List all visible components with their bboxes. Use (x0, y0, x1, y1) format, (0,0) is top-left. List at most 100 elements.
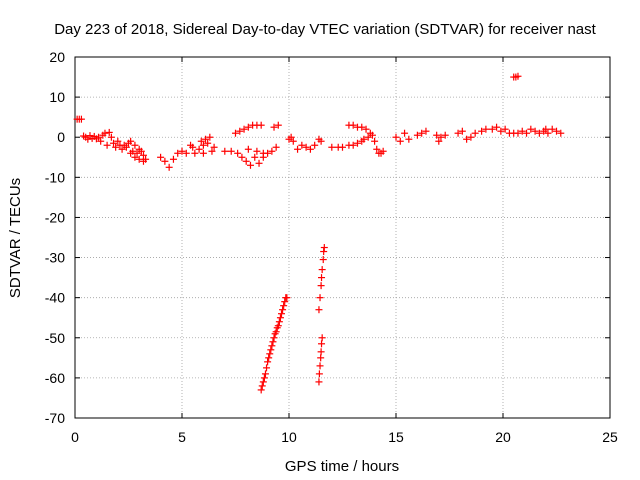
data-point (497, 127, 505, 135)
data-point (433, 131, 441, 139)
data-point (110, 139, 118, 147)
data-point (317, 348, 325, 356)
data-point (542, 125, 550, 133)
data-point (353, 139, 361, 147)
data-point (107, 133, 115, 141)
data-point (319, 256, 327, 264)
data-point (260, 374, 268, 382)
data-point (392, 133, 400, 141)
data-point (306, 145, 314, 153)
data-point (493, 123, 501, 131)
data-point (275, 318, 283, 326)
data-point (278, 310, 286, 318)
data-point (289, 137, 297, 145)
data-point (127, 137, 135, 145)
data-point (339, 143, 346, 151)
data-point (422, 127, 430, 135)
axis-ticks: 0 5 10 15 20 25 -70 -60 -50 -40 -30 -20 -10 0 10 20 (45, 49, 618, 445)
data-point (317, 282, 325, 290)
data-point (251, 153, 259, 161)
data-point (227, 147, 235, 155)
y-tick-label: -50 (45, 330, 65, 346)
data-point (240, 125, 248, 133)
data-point (531, 127, 539, 135)
data-point (195, 145, 203, 153)
data-point (118, 145, 126, 153)
data-point (271, 330, 279, 338)
data-point (77, 115, 85, 123)
data-point (221, 147, 229, 155)
data-point (139, 157, 147, 165)
data-point (263, 364, 271, 372)
data-point (244, 123, 252, 131)
data-point (272, 143, 280, 151)
data-point (270, 334, 278, 342)
data-point (174, 149, 182, 157)
data-point (97, 137, 105, 145)
data-point (122, 143, 130, 151)
data-point (135, 145, 143, 153)
data-point (255, 159, 263, 167)
data-point (320, 244, 328, 252)
data-point (210, 143, 218, 151)
data-point (360, 135, 368, 143)
data-point (298, 141, 306, 149)
data-point (514, 129, 522, 137)
data-point (279, 306, 287, 314)
data-point (234, 149, 242, 157)
data-point (267, 346, 275, 354)
data-point (281, 298, 289, 306)
data-point (364, 133, 372, 141)
data-point (441, 131, 449, 139)
data-point (358, 123, 366, 131)
data-point (317, 137, 325, 145)
data-point (396, 137, 404, 145)
data-point (246, 161, 254, 169)
data-point (318, 274, 326, 282)
data-point (548, 125, 556, 133)
x-tick-label: 25 (602, 429, 618, 445)
data-point (488, 125, 496, 133)
data-point (238, 153, 246, 161)
data-point (264, 358, 272, 366)
data-point (242, 157, 250, 165)
data-point (557, 129, 565, 137)
data-point (259, 378, 267, 386)
data-point (268, 147, 276, 155)
data-point (276, 314, 284, 322)
data-point (129, 147, 137, 155)
data-points (73, 72, 565, 394)
data-point (315, 370, 323, 378)
data-point (371, 137, 379, 145)
data-point (471, 129, 479, 137)
data-point (514, 72, 522, 80)
data-point (197, 137, 205, 145)
y-tick-label: -30 (45, 250, 65, 266)
data-point (328, 143, 336, 151)
y-tick-label: -60 (45, 370, 65, 386)
data-point (133, 149, 141, 157)
y-tick-label: 0 (57, 129, 65, 145)
data-point (467, 133, 475, 141)
x-tick-label: 5 (178, 429, 186, 445)
data-point (261, 370, 269, 378)
data-point (199, 141, 207, 149)
data-point (418, 129, 426, 137)
y-tick-label: 10 (49, 89, 65, 105)
data-point (274, 121, 282, 129)
grid-lines (75, 57, 610, 418)
data-point (161, 157, 169, 165)
data-point (265, 354, 273, 362)
data-point (458, 127, 466, 135)
data-point (270, 123, 278, 131)
data-point (114, 137, 122, 145)
data-point (266, 350, 274, 358)
data-point (315, 378, 323, 386)
data-point (482, 125, 490, 133)
data-point (463, 135, 471, 143)
data-point (283, 294, 291, 302)
data-point (232, 129, 239, 137)
data-point (191, 149, 199, 157)
data-point (294, 145, 302, 153)
